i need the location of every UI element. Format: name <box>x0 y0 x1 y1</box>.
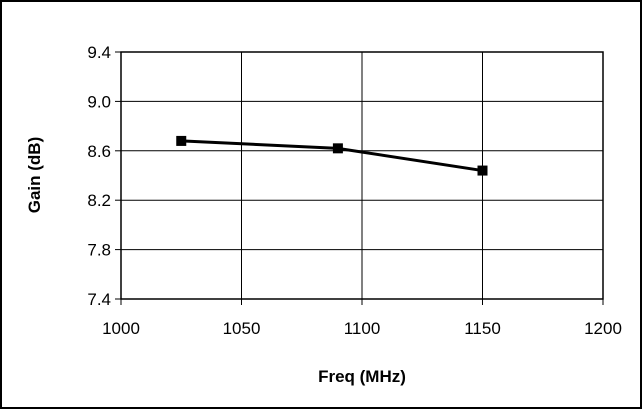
x-tick-label: 1150 <box>464 319 501 338</box>
y-tick-label: 9.0 <box>87 92 111 111</box>
y-tick-label: 9.4 <box>87 43 111 62</box>
y-axis-ticks: 9.4 9.0 8.6 8.2 7.8 7.4 <box>87 43 121 309</box>
data-point-marker <box>477 165 488 176</box>
x-tick-label: 1100 <box>344 319 381 338</box>
x-axis-label: Freq (MHz) <box>318 367 406 386</box>
y-tick-label: 8.6 <box>87 142 111 161</box>
y-tick-label: 8.2 <box>87 191 111 210</box>
x-axis-ticks: 1000 1050 1100 1150 1200 <box>102 299 622 338</box>
y-tick-label: 7.8 <box>87 241 111 260</box>
y-tick-label: 7.4 <box>87 290 111 309</box>
x-tick-label: 1000 <box>102 319 140 338</box>
data-point-marker <box>176 135 187 146</box>
data-series <box>176 135 488 176</box>
y-axis-label: Gain (dB) <box>25 137 44 214</box>
x-tick-label: 1200 <box>584 319 622 338</box>
data-point-marker <box>332 143 343 154</box>
x-tick-label: 1050 <box>223 319 261 338</box>
